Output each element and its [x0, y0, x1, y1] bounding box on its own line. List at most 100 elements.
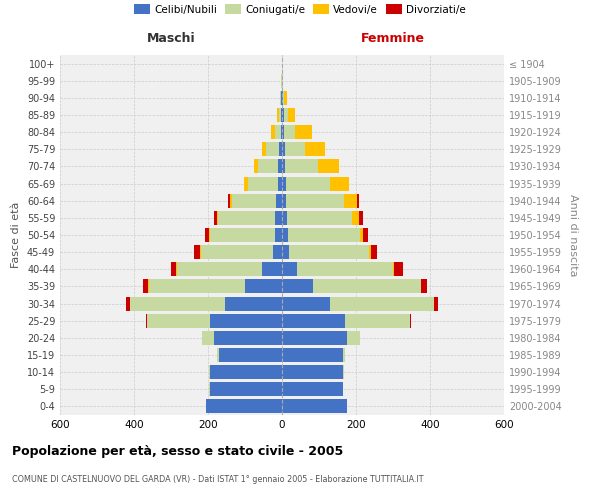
Bar: [357, 194, 359, 207]
Bar: [254, 160, 258, 173]
Bar: [282, 108, 284, 122]
Bar: [287, 228, 360, 242]
Bar: [343, 348, 345, 362]
Y-axis label: Anni di nascita: Anni di nascita: [568, 194, 578, 276]
Bar: [275, 125, 281, 139]
Bar: [279, 108, 281, 122]
Bar: [289, 245, 369, 259]
Bar: [287, 108, 295, 122]
Text: Maschi: Maschi: [146, 32, 196, 44]
Bar: [286, 194, 344, 207]
Bar: [283, 91, 284, 105]
Bar: [219, 348, 282, 362]
Bar: [295, 125, 311, 139]
Bar: [229, 194, 230, 207]
Bar: [330, 176, 349, 190]
Bar: [210, 314, 282, 328]
Bar: [210, 228, 275, 242]
Bar: [170, 262, 176, 276]
Text: Popolazione per età, sesso e stato civile - 2005: Popolazione per età, sesso e stato civil…: [12, 445, 343, 458]
Bar: [278, 176, 282, 190]
Bar: [360, 331, 361, 345]
Bar: [282, 211, 287, 225]
Bar: [284, 125, 295, 139]
Bar: [147, 314, 210, 328]
Bar: [130, 296, 224, 310]
Bar: [210, 365, 282, 379]
Bar: [286, 176, 330, 190]
Bar: [275, 228, 282, 242]
Bar: [217, 348, 219, 362]
Bar: [245, 280, 282, 293]
Bar: [282, 314, 345, 328]
Bar: [282, 331, 347, 345]
Bar: [297, 262, 393, 276]
Bar: [278, 160, 282, 173]
Bar: [282, 296, 330, 310]
Bar: [271, 125, 275, 139]
Bar: [343, 365, 344, 379]
Bar: [352, 211, 359, 225]
Bar: [282, 176, 286, 190]
Bar: [364, 228, 368, 242]
Bar: [305, 142, 325, 156]
Bar: [205, 228, 209, 242]
Bar: [330, 296, 434, 310]
Bar: [282, 365, 343, 379]
Bar: [313, 280, 421, 293]
Bar: [434, 296, 438, 310]
Bar: [210, 382, 282, 396]
Bar: [285, 160, 318, 173]
Bar: [394, 262, 403, 276]
Bar: [146, 314, 147, 328]
Bar: [344, 194, 357, 207]
Bar: [371, 245, 377, 259]
Bar: [258, 160, 278, 173]
Bar: [176, 262, 262, 276]
Text: COMUNE DI CASTELNUOVO DEL GARDA (VR) - Dati ISTAT 1° gennaio 2005 - Elaborazione: COMUNE DI CASTELNUOVO DEL GARDA (VR) - D…: [12, 475, 424, 484]
Bar: [284, 108, 287, 122]
Bar: [143, 280, 148, 293]
Bar: [206, 400, 282, 413]
Bar: [224, 296, 282, 310]
Bar: [277, 108, 279, 122]
Bar: [262, 262, 282, 276]
Bar: [284, 142, 305, 156]
Bar: [277, 194, 282, 207]
Bar: [248, 176, 278, 190]
Bar: [393, 262, 394, 276]
Bar: [282, 262, 297, 276]
Bar: [262, 142, 266, 156]
Bar: [284, 91, 287, 105]
Bar: [273, 245, 282, 259]
Bar: [280, 142, 282, 156]
Bar: [421, 280, 427, 293]
Bar: [318, 160, 338, 173]
Bar: [200, 245, 273, 259]
Bar: [281, 91, 282, 105]
Bar: [347, 331, 360, 345]
Bar: [244, 176, 248, 190]
Bar: [282, 160, 285, 173]
Bar: [282, 194, 286, 207]
Y-axis label: Fasce di età: Fasce di età: [11, 202, 21, 268]
Bar: [345, 314, 410, 328]
Bar: [218, 211, 275, 225]
Bar: [209, 365, 210, 379]
Bar: [202, 331, 214, 345]
Bar: [214, 331, 282, 345]
Bar: [282, 348, 343, 362]
Bar: [209, 228, 210, 242]
Bar: [359, 211, 363, 225]
Bar: [214, 211, 217, 225]
Bar: [369, 245, 371, 259]
Text: Femmine: Femmine: [361, 32, 425, 44]
Bar: [281, 125, 282, 139]
Bar: [194, 245, 200, 259]
Bar: [282, 382, 343, 396]
Bar: [232, 194, 277, 207]
Bar: [230, 194, 232, 207]
Bar: [275, 211, 282, 225]
Bar: [282, 245, 289, 259]
Bar: [281, 108, 282, 122]
